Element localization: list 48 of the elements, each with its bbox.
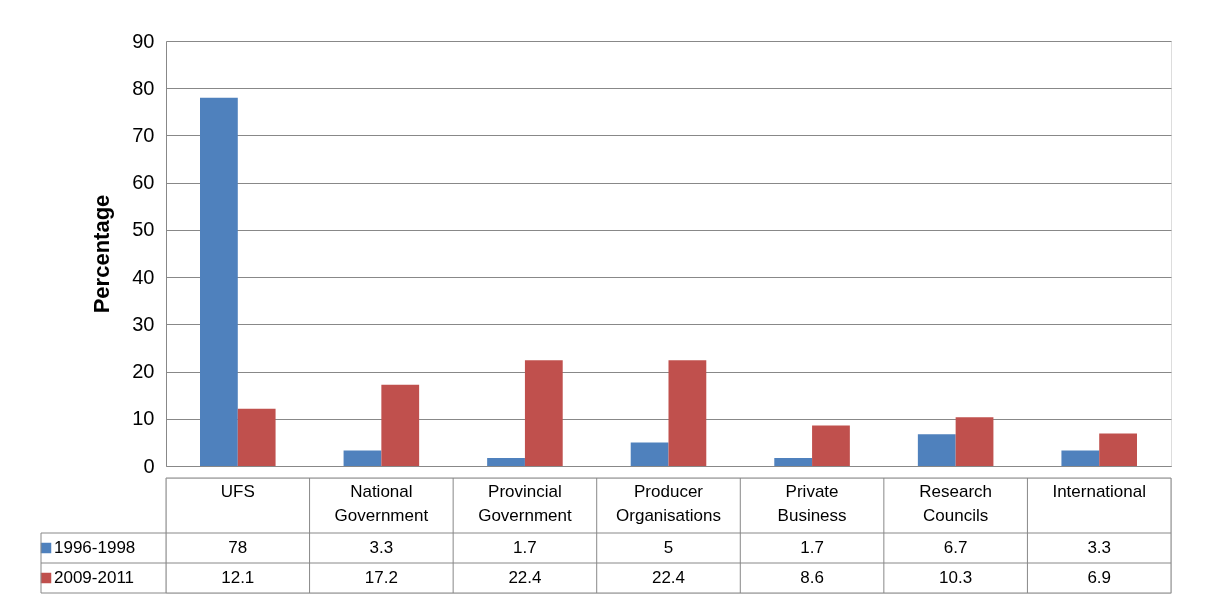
data-label: 3.3 <box>369 538 394 557</box>
bar <box>630 442 669 466</box>
y-tick-label: 10 <box>132 407 155 430</box>
y-tick-label: 20 <box>132 360 155 383</box>
bar <box>774 457 813 466</box>
x-tick-label: Private Business <box>777 482 847 525</box>
data-label: 22.4 <box>508 568 542 587</box>
x-tick-label: Provincial Government <box>478 482 572 525</box>
data-label: 1.7 <box>800 538 824 557</box>
legend-label: 2009-2011 <box>54 568 135 587</box>
bar <box>1061 450 1100 466</box>
x-tick-label: International <box>1052 482 1146 501</box>
y-axis-title: Percentage <box>89 194 115 314</box>
x-tick-label: Research Councils <box>919 482 993 525</box>
bar <box>343 450 382 466</box>
bar <box>524 360 563 466</box>
data-label: 10.3 <box>939 568 973 587</box>
bar <box>200 97 238 466</box>
data-label: 6.7 <box>943 538 968 557</box>
data-label: 6.9 <box>1087 568 1112 587</box>
x-tick-label: Producer Organisations <box>616 482 721 525</box>
bar <box>812 425 850 466</box>
data-label: 17.2 <box>364 568 398 587</box>
x-tick-label: UFS <box>220 482 255 501</box>
bar <box>1099 433 1137 466</box>
y-tick-label: 60 <box>132 171 155 194</box>
bar <box>668 360 707 466</box>
y-tick-label: 90 <box>132 29 155 52</box>
data-label: 12.1 <box>221 568 255 587</box>
bar <box>487 457 525 466</box>
bar <box>917 434 956 466</box>
bar <box>955 417 994 466</box>
bar <box>237 408 276 466</box>
data-label: 1.7 <box>513 538 537 557</box>
y-tick-label: 70 <box>132 123 155 146</box>
y-tick-label: 30 <box>132 312 155 335</box>
data-label: 8.6 <box>800 568 824 587</box>
bar <box>381 384 420 466</box>
data-label: 78 <box>228 538 248 557</box>
y-tick-label: 80 <box>132 76 155 99</box>
data-label: 22.4 <box>651 568 686 587</box>
y-tick-label: 0 <box>143 454 155 477</box>
data-label: 5 <box>663 538 674 557</box>
data-label: 3.3 <box>1087 538 1112 557</box>
x-tick-label: National Government <box>334 482 429 525</box>
y-tick-label: 40 <box>132 265 155 288</box>
y-tick-label: 50 <box>132 218 155 241</box>
legend-label: 1996-1998 <box>54 538 136 557</box>
